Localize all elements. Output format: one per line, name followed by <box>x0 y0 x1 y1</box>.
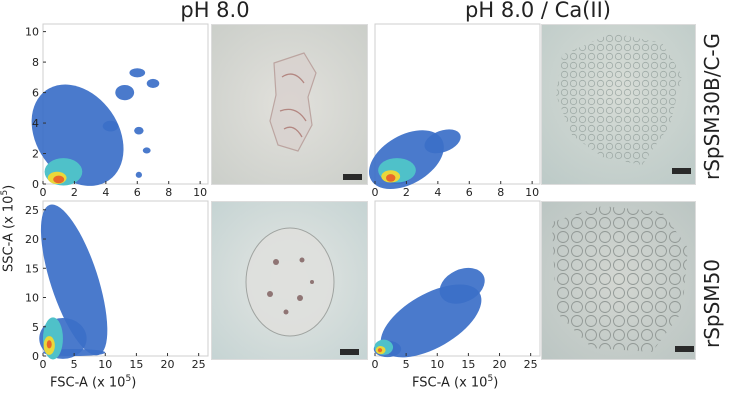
x-tick-label: 5 <box>71 358 78 371</box>
x-tick-label: 20 <box>493 358 507 371</box>
y-tick-label: 0 <box>32 178 39 191</box>
density-region <box>135 171 142 178</box>
x-tick-label: 10 <box>525 186 539 199</box>
column-title-ph8-ca: pH 8.0 / Ca(II) <box>465 0 611 22</box>
micrograph-top-ph8 <box>211 24 368 185</box>
y-tick-label: 5 <box>32 321 39 334</box>
density-core <box>377 348 383 353</box>
density-region <box>134 126 144 135</box>
micrograph-bottom-ph8-ca <box>541 201 696 360</box>
micrograph-top-ph8-ca <box>541 24 696 185</box>
y-tick-label: 4 <box>32 117 39 130</box>
density-region <box>439 267 485 304</box>
y-tick-label: 25 <box>25 204 39 217</box>
density-region <box>115 84 135 101</box>
x-tick-label: 15 <box>129 358 143 371</box>
x-tick-label: 25 <box>524 358 538 371</box>
density-region <box>142 147 151 154</box>
x-tick-label: 2 <box>71 186 78 199</box>
row-label-rspsm50: rSpSM50 <box>700 258 724 348</box>
x-axis-title-left: FSC-A (x 105) <box>50 374 137 391</box>
y-tick-label: 8 <box>32 56 39 69</box>
density-region <box>146 78 160 88</box>
plot-area <box>374 23 541 185</box>
density-core <box>53 175 65 184</box>
density-plot-bottom-left: 0 5 10 15 20 25 0 5 10 15 20 25 <box>25 200 209 371</box>
density-region <box>424 129 461 154</box>
y-tick-label: 10 <box>25 292 39 305</box>
y-tick-label: 2 <box>32 148 39 161</box>
x-tick-label: 5 <box>403 358 410 371</box>
density-region <box>102 120 119 132</box>
x-tick-label: 6 <box>466 186 473 199</box>
x-tick-label: 0 <box>372 358 379 371</box>
density-plot-bottom-right: 0 5 10 15 20 25 <box>372 200 541 371</box>
density-region <box>40 204 108 356</box>
x-tick-label: 10 <box>98 358 112 371</box>
scale-bar <box>340 349 359 355</box>
scale-bar <box>675 346 694 352</box>
x-tick-label: 4 <box>102 186 109 199</box>
y-axis-title: SSC-A (x 105) <box>0 184 17 272</box>
y-tick-label: 20 <box>25 233 39 246</box>
row-label-rspsm30b: rSpSM30B/C-G <box>700 33 724 180</box>
x-tick-label: 8 <box>165 186 172 199</box>
x-tick-label: 0 <box>372 186 379 199</box>
x-tick-label: 10 <box>193 186 207 199</box>
x-tick-label: 6 <box>134 186 141 199</box>
density-region <box>129 68 146 78</box>
y-tick-label: 6 <box>32 87 39 100</box>
x-tick-label: 4 <box>434 186 441 199</box>
x-tick-label: 20 <box>161 358 175 371</box>
y-tick-label: 10 <box>25 26 39 39</box>
y-tick-label: 0 <box>32 350 39 363</box>
x-tick-label: 15 <box>461 358 475 371</box>
density-plot-top-right: 0 2 4 6 8 10 <box>369 23 541 199</box>
density-plot-top-left: 0 2 4 6 8 10 0 2 4 6 8 10 <box>25 23 209 199</box>
x-tick-label: 0 <box>40 358 47 371</box>
density-core <box>46 340 52 349</box>
y-tick-label: 15 <box>25 262 39 275</box>
x-tick-label: 0 <box>40 186 47 199</box>
x-tick-label: 2 <box>403 186 410 199</box>
micrograph-bottom-ph8 <box>211 201 368 360</box>
scale-bar <box>343 174 362 180</box>
x-axis-title-right: FSC-A (x 105) <box>412 374 499 391</box>
scale-bar <box>672 168 691 174</box>
density-core <box>386 174 396 182</box>
x-tick-label: 8 <box>497 186 504 199</box>
column-title-ph8: pH 8.0 <box>180 0 250 22</box>
x-tick-label: 10 <box>430 358 444 371</box>
x-tick-label: 25 <box>192 358 206 371</box>
